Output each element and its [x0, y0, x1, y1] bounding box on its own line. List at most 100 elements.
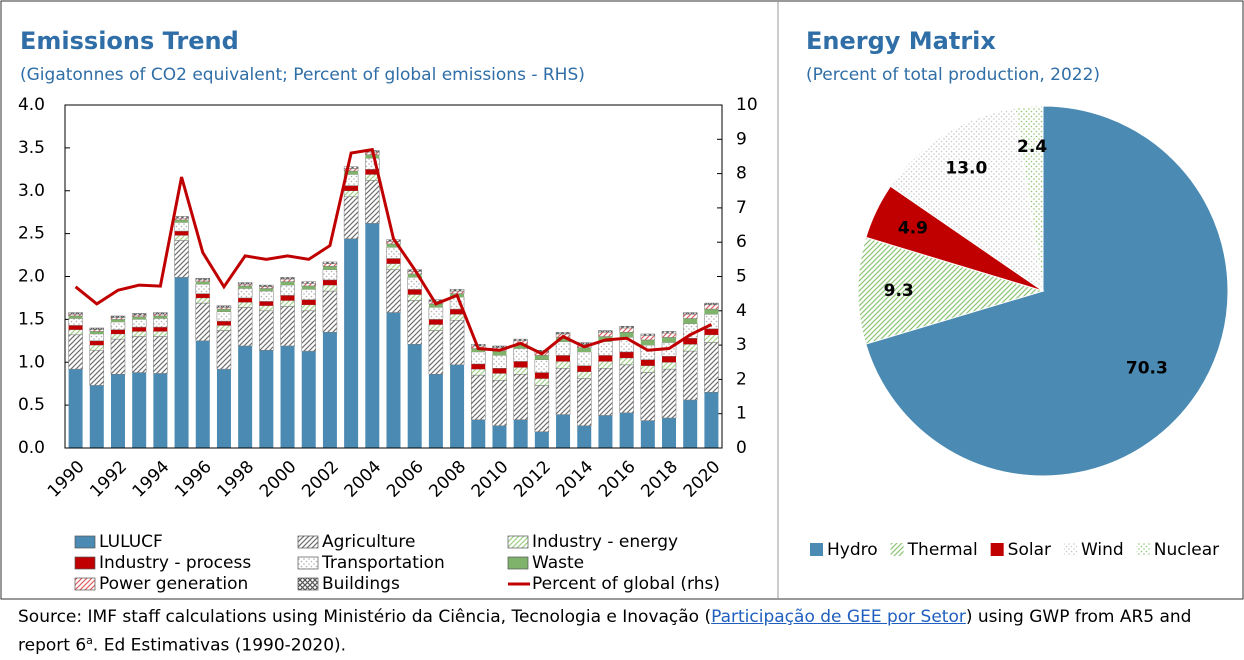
y-tick-label: 3.0: [18, 181, 45, 201]
bar-segment: [704, 342, 719, 393]
bar-segment: [428, 319, 443, 325]
bar-segment: [471, 351, 486, 365]
bar-segment: [640, 359, 655, 366]
bar-segment: [598, 330, 613, 333]
y-tick-label: 1.5: [18, 309, 45, 329]
bar-segment: [513, 374, 528, 420]
bar-segment: [280, 278, 295, 282]
bar-segment: [640, 335, 656, 341]
bar-segment: [704, 304, 719, 310]
source-text: . Ed Estimativas (1990-2020).: [92, 635, 347, 656]
y2-tick-label: 0: [736, 438, 747, 458]
bar-segment: [555, 368, 571, 415]
bar-segment: [471, 363, 486, 370]
chart-title: Emissions Trend: [20, 27, 239, 55]
x-tick-label: 2006: [383, 457, 428, 502]
legend-swatch: [1136, 543, 1150, 556]
bar-segment: [259, 290, 274, 302]
bar-segment: [534, 385, 550, 432]
pie-slice: [1014, 105, 1044, 292]
bar-segment: [174, 222, 189, 232]
bar-segment: [619, 325, 634, 329]
bar-segment: [407, 300, 422, 345]
bar-segment: [640, 339, 655, 346]
legend-label: Hydro: [827, 540, 878, 560]
legend-swatch: [297, 577, 319, 591]
bar-segment: [640, 372, 656, 421]
bar-segment: [110, 319, 125, 322]
bar-segment: [365, 169, 380, 175]
bar-segment: [513, 367, 528, 375]
bar-segment: [492, 373, 507, 381]
source-text: ) using GWP from AR5 and report 6: [18, 607, 1192, 656]
legend-label: Waste: [532, 553, 584, 573]
bar-segment: [110, 338, 126, 375]
bar-segment: [513, 348, 528, 362]
bar-segment: [322, 266, 337, 270]
bar-segment: [216, 330, 232, 370]
bar-segment: [661, 331, 677, 334]
bar-segment: [513, 361, 528, 368]
bar-segment: [322, 261, 338, 264]
bar-segment: [195, 283, 211, 294]
bar-segment: [174, 217, 189, 221]
source-note: Source: IMF staff calculations using Min…: [18, 606, 1233, 658]
bar-segment: [576, 371, 592, 379]
bar-segment: [259, 301, 274, 306]
bar-segment: [598, 341, 613, 356]
bar-segment: [153, 315, 168, 319]
bar-segment: [237, 288, 253, 299]
bar-segment: [428, 374, 443, 448]
bar-segment: [661, 362, 677, 370]
bar-segment: [386, 243, 401, 248]
x-tick-label: 1998: [213, 457, 258, 502]
bar-segment: [237, 301, 253, 308]
legend-swatch: [810, 543, 823, 556]
legend-label: Agriculture: [322, 532, 416, 552]
bar-segment: [280, 277, 295, 280]
bar-segment: [68, 329, 83, 336]
bar-segment: [68, 334, 83, 370]
legend-label: Buildings: [322, 574, 400, 594]
chart-title: Energy Matrix: [806, 27, 996, 55]
bar-segment: [343, 166, 359, 169]
bar-segment: [301, 299, 316, 305]
bar-segment: [68, 318, 83, 326]
x-tick-label: 2018: [637, 457, 682, 502]
bar-segment: [301, 310, 316, 352]
bar-segment: [322, 263, 338, 267]
bar-segment: [131, 313, 147, 316]
source-link[interactable]: Participação de GEE por Setor: [711, 607, 966, 627]
bar-segment: [216, 307, 232, 310]
bar-segment: [513, 338, 528, 342]
bar-segment: [68, 369, 83, 448]
bar-segment: [280, 345, 295, 448]
bar-segment: [556, 337, 571, 342]
bar-segment: [576, 351, 592, 366]
x-tick-label: 2004: [341, 457, 386, 502]
x-tick-label: 2000: [256, 457, 301, 502]
bar-segment: [640, 420, 655, 448]
y-tick-label: 2.5: [18, 224, 45, 244]
legend-swatch: [890, 543, 904, 556]
legend-swatch: [297, 556, 319, 570]
bar-segment: [68, 325, 83, 330]
bar-segment: [682, 312, 698, 315]
bar-segment: [640, 333, 656, 336]
y2-tick-label: 1: [736, 404, 747, 424]
bar-segment: [195, 277, 211, 281]
bar-segment: [365, 154, 380, 159]
bar-segment: [704, 392, 719, 448]
bar-segment: [216, 369, 231, 448]
x-tick-label: 2002: [298, 457, 343, 502]
y2-tick-label: 2: [736, 369, 747, 389]
bar-segment: [89, 385, 104, 448]
bar-segment: [301, 304, 316, 312]
y2-tick-label: 5: [736, 267, 747, 287]
bar-segment: [598, 331, 613, 337]
legend-label: Percent of global (rhs): [532, 574, 720, 594]
bar-segment: [428, 303, 443, 308]
pie-slice: [865, 105, 1229, 477]
bar-segment: [174, 277, 189, 448]
bar-segment: [344, 185, 359, 191]
